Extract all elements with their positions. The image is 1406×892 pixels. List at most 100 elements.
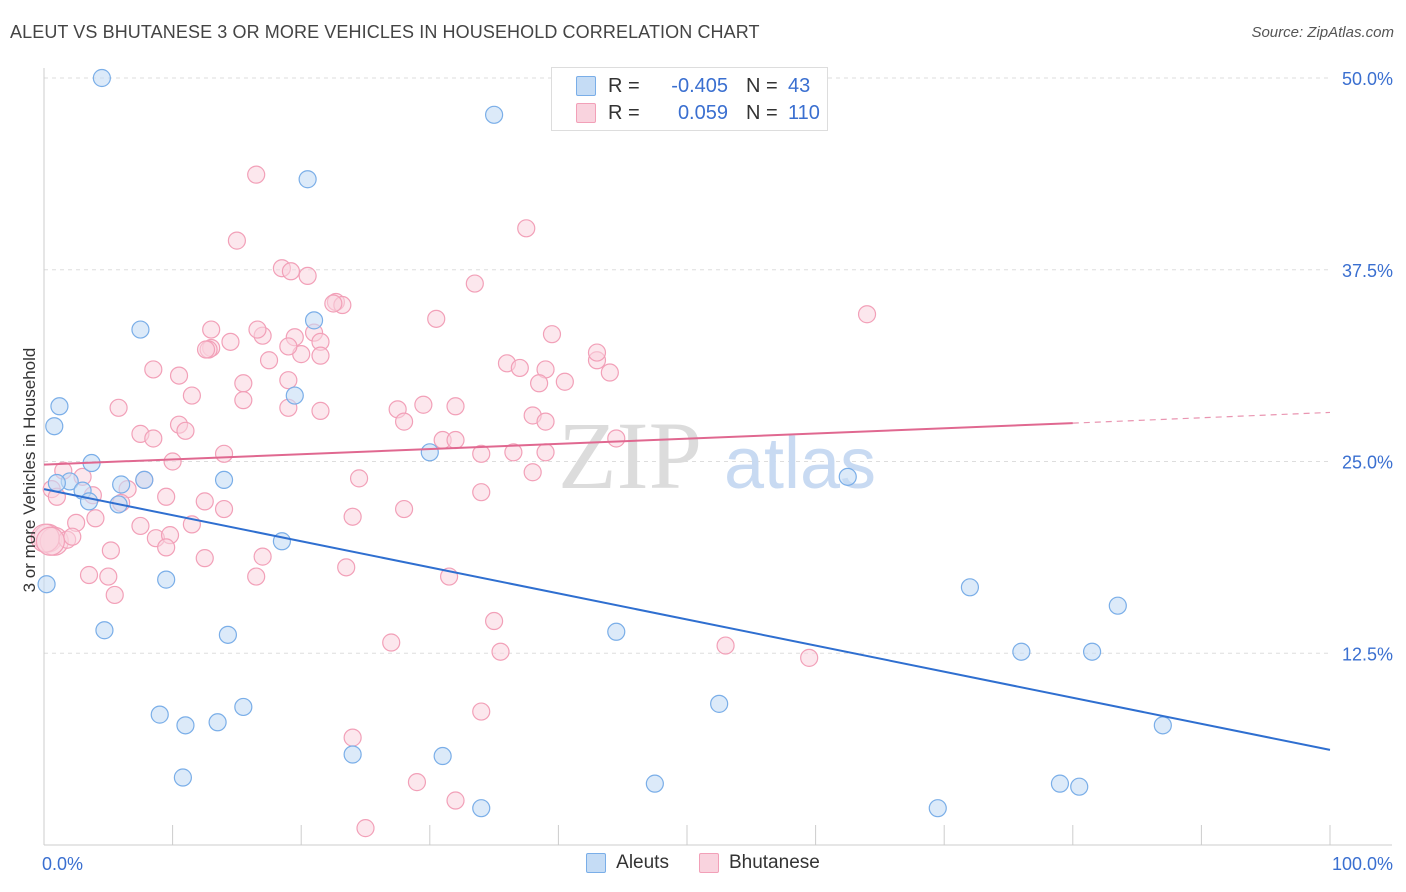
- bhutanese-point-47: [176, 421, 195, 440]
- bhutanese-point-98: [472, 702, 491, 721]
- grid-lines: [44, 77, 1330, 654]
- bhutanese-point-27: [144, 360, 163, 379]
- axes: [43, 68, 1392, 846]
- bhutanese-point-81: [63, 527, 82, 546]
- bhutanese-point-96: [491, 642, 510, 661]
- bhutanese-point-95: [716, 636, 735, 655]
- bhutanese-point-11: [202, 320, 221, 339]
- bhutanese-point-2: [227, 231, 246, 250]
- aleut-point-20: [157, 570, 176, 589]
- bhutanese-point-101: [446, 791, 465, 810]
- aleut-swatch: [576, 76, 596, 96]
- bhutanese-point-65: [472, 483, 491, 502]
- bhutanese-point-83: [101, 541, 120, 560]
- bhutanese-point-69: [195, 492, 214, 511]
- aleut-point-16: [79, 492, 99, 511]
- aleut-point-22: [1108, 596, 1127, 615]
- bhutanese-point-87: [337, 558, 356, 577]
- bhutanese-point-75: [131, 516, 150, 536]
- bhutanese-point-32: [234, 374, 253, 393]
- bhutanese-point-44: [394, 412, 414, 431]
- bhutanese-point-49: [144, 429, 163, 448]
- aleut-point-14: [135, 470, 154, 490]
- bhutanese-point-105: [324, 294, 343, 313]
- bhutanese-point-84: [157, 538, 176, 557]
- bhutanese-point-37: [414, 395, 433, 414]
- bhutanese-point-53: [214, 444, 234, 463]
- bhutanese-point-38: [446, 397, 465, 416]
- series-aleuts: [37, 68, 1172, 818]
- aleut-point-19: [37, 575, 56, 594]
- bhutanese-point-26: [600, 363, 619, 382]
- bhutanese-point-36: [234, 391, 253, 410]
- bhutanese-n-value: 110: [788, 101, 820, 124]
- bhutanese-point-90: [247, 567, 266, 586]
- tick-labels: 12.5% 25.0% 37.5% 50.0% 0.0% 100.0%: [42, 69, 1393, 874]
- bhutanese-point-102: [356, 819, 375, 838]
- bhutanese-point-46: [536, 412, 555, 431]
- bhutanese-point-10: [427, 309, 446, 328]
- bhutanese-point-94: [382, 633, 401, 652]
- bhutanese-point-31: [530, 374, 549, 393]
- bhutanese-point-106: [248, 320, 267, 339]
- bhutanese-point-104: [35, 526, 66, 556]
- aleut-point-34: [343, 745, 362, 764]
- bhutanese-point-93: [485, 611, 504, 631]
- watermark-zip: ZIP: [558, 402, 702, 509]
- y-tick-label-2: 37.5%: [1342, 261, 1393, 281]
- bhutanese-point-97: [800, 648, 819, 667]
- bhutanese-point-54: [472, 444, 491, 463]
- stats-legend: R = -0.405 N = 43 R = 0.059 N = 110: [551, 67, 828, 131]
- legend-row-bhutanese: R = 0.059 N = 110: [576, 100, 820, 126]
- aleut-point-5: [285, 386, 304, 405]
- aleut-point-28: [150, 705, 169, 724]
- x-tick-label-0: 0.0%: [42, 854, 83, 874]
- aleut-point-7: [45, 417, 64, 436]
- bhutanese-point-1: [517, 219, 536, 238]
- aleut-trend-line: [43, 488, 1331, 751]
- bhutanese-point-28: [169, 366, 189, 385]
- y-tick-label-1: 25.0%: [1342, 453, 1393, 473]
- legend-item-bhutanese[interactable]: Bhutanese: [698, 852, 820, 874]
- legend-item-aleuts[interactable]: Aleuts: [586, 852, 669, 874]
- bhutanese-point-14: [221, 332, 240, 351]
- bhutanese-point-6: [465, 274, 484, 293]
- aleut-point-2: [298, 170, 317, 189]
- x-tick-label-1: 100.0%: [1332, 854, 1393, 874]
- aleut-point-23: [95, 621, 114, 640]
- bhutanese-point-92: [105, 585, 124, 605]
- aleuts-label: Aleuts: [616, 852, 669, 873]
- aleut-point-38: [1050, 774, 1070, 793]
- bhutanese-point-85: [195, 549, 214, 568]
- aleut-point-35: [433, 746, 452, 766]
- bhutanese-point-88: [79, 565, 99, 585]
- bhutanese-point-39: [109, 398, 128, 417]
- bhutanese-point-100: [407, 773, 427, 792]
- bhutanese-point-70: [394, 499, 414, 519]
- aleut-point-32: [710, 694, 729, 713]
- bhutanese-point-17: [542, 325, 562, 344]
- bhutanese-point-89: [99, 567, 118, 586]
- bhutanese-point-22: [259, 351, 279, 370]
- aleut-n-value: 43: [788, 74, 811, 97]
- bhutanese-point-34: [555, 372, 574, 391]
- aleut-point-42: [47, 473, 66, 493]
- aleut-point-11: [838, 467, 857, 486]
- trend-lines: [43, 411, 1331, 751]
- bhutanese-point-5: [298, 266, 317, 285]
- aleut-point-40: [928, 799, 947, 818]
- bhutanese-point-21: [279, 337, 298, 356]
- watermark: ZIP atlas: [558, 402, 876, 509]
- bhutanese-point-57: [163, 452, 182, 471]
- bhutanese-point-73: [343, 507, 362, 526]
- bhutanese-point-107: [196, 340, 216, 359]
- bhutanese-point-68: [157, 487, 176, 506]
- aleut-point-33: [1153, 716, 1172, 735]
- aleut-point-25: [607, 622, 626, 641]
- bhutanese-trend-extension: [1072, 411, 1331, 424]
- aleut-point-36: [173, 768, 192, 787]
- aleut-point-41: [472, 799, 491, 818]
- bhutanese-point-23: [311, 346, 330, 365]
- aleut-point-39: [1070, 777, 1089, 796]
- series-bhutanese: [30, 165, 877, 838]
